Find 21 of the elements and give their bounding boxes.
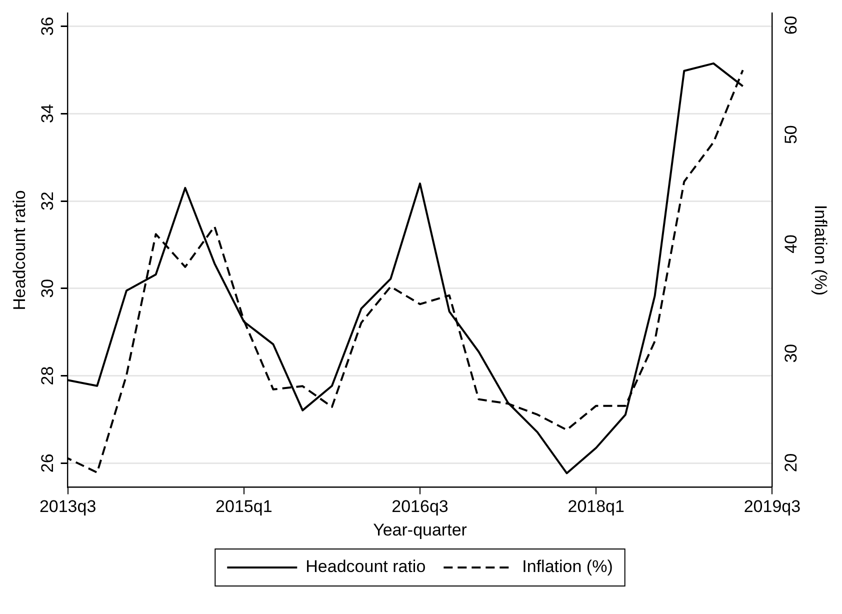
x-tick-label: 2019q3	[744, 497, 801, 516]
y2-tick-label: 30	[781, 344, 800, 363]
x-tick-label: 2015q1	[216, 497, 272, 516]
y2-tick-label: 50	[781, 125, 800, 144]
y-tick-label: 30	[38, 278, 58, 298]
y-tick-label: 32	[38, 192, 58, 211]
y-tick-label: 36	[38, 16, 58, 36]
y-axis-title: Headcount ratio	[10, 190, 29, 310]
y2-tick-label: 20	[781, 453, 800, 472]
y2-tick-label: 60	[781, 16, 800, 35]
x-tick-label: 2013q3	[39, 497, 96, 516]
y-tick-label: 28	[38, 366, 58, 386]
x-axis-title: Year-quarter	[373, 520, 468, 540]
x-tick-label: 2016q3	[392, 497, 448, 516]
y2-axis-title: Inflation (%)	[811, 204, 830, 296]
legend-label: Inflation (%)	[522, 557, 613, 576]
y2-tick-label: 40	[781, 234, 800, 254]
legend-label: Headcount ratio	[306, 557, 426, 576]
y-tick-label: 26	[38, 454, 58, 473]
x-tick-label: 2018q1	[568, 497, 624, 516]
y-tick-label: 34	[38, 104, 58, 124]
